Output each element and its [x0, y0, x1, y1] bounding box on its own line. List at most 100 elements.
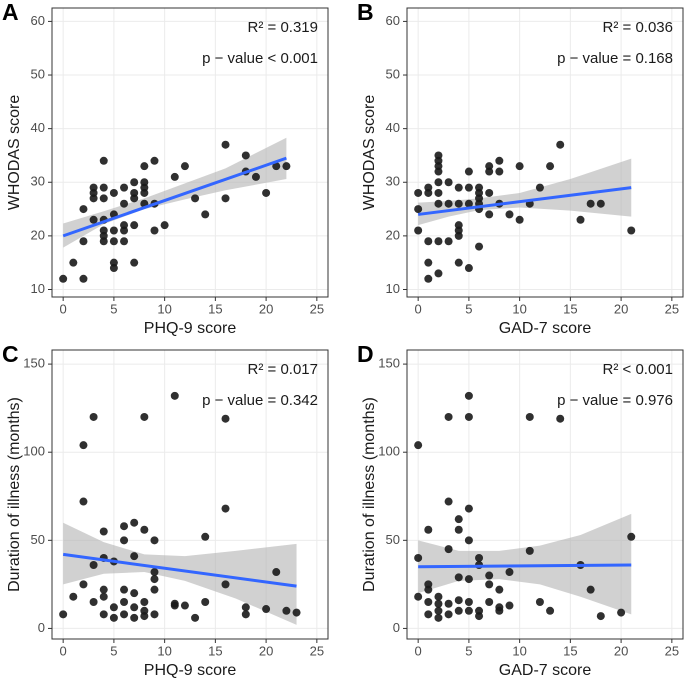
point: [109, 226, 118, 235]
point: [424, 258, 433, 267]
regression-line: [417, 186, 632, 216]
y-tick-label: 20: [31, 227, 45, 242]
point: [424, 585, 433, 594]
point: [109, 264, 118, 273]
x-tick-label: 25: [310, 643, 324, 658]
x-tick-label: 25: [310, 301, 324, 316]
point: [201, 210, 210, 219]
point: [556, 414, 565, 423]
point: [424, 274, 433, 283]
point: [150, 156, 159, 165]
point: [140, 162, 149, 171]
point: [170, 391, 179, 400]
y-tick-label: 50: [386, 532, 400, 547]
x-tick-label: 20: [614, 643, 628, 658]
regression-line: [62, 552, 297, 588]
y-tick-label: 60: [31, 13, 45, 28]
x-tick-label: 5: [110, 301, 117, 316]
x-tick-label: 10: [512, 643, 526, 658]
plot-border: [406, 7, 684, 298]
y-tick-label: 50: [386, 66, 400, 81]
point: [434, 199, 443, 208]
point: [414, 553, 423, 562]
point: [109, 613, 118, 622]
point: [617, 608, 626, 617]
point: [241, 610, 250, 619]
y-axis-title: Duration of illness (months): [6, 397, 23, 592]
point: [434, 606, 443, 615]
point: [444, 545, 453, 554]
x-tick-label: 25: [665, 643, 679, 658]
point: [464, 504, 473, 513]
y-tick-label: 30: [31, 174, 45, 189]
point: [89, 412, 98, 421]
point: [495, 606, 504, 615]
point: [120, 199, 129, 208]
point: [282, 606, 291, 615]
point: [464, 183, 473, 192]
point: [454, 573, 463, 582]
panel: 0 5 10 15 20 25 0 50 100 150 R² = 0.017 p − value =…: [2, 341, 329, 678]
y-tick-label: 10: [386, 281, 400, 296]
point: [99, 156, 108, 165]
point: [191, 194, 200, 203]
point: [99, 592, 108, 601]
point: [444, 178, 453, 187]
point: [434, 178, 443, 187]
y-tick-label: 40: [31, 120, 45, 135]
point: [201, 532, 210, 541]
y-tick-label: 100: [378, 444, 400, 459]
point: [130, 188, 139, 197]
point: [130, 603, 139, 612]
point: [99, 194, 108, 203]
x-axis-title: PHQ-9 score: [144, 320, 237, 337]
point: [454, 199, 463, 208]
point: [99, 527, 108, 536]
x-tick-label: 10: [157, 643, 171, 658]
x-tick-label: 5: [465, 643, 472, 658]
point: [505, 210, 514, 219]
point: [150, 568, 159, 577]
point: [464, 606, 473, 615]
point: [627, 226, 636, 235]
point: [424, 237, 433, 246]
point: [120, 536, 129, 545]
x-tick-label: 20: [614, 301, 628, 316]
point: [464, 597, 473, 606]
point: [140, 178, 149, 187]
point: [485, 580, 494, 589]
x-tick-label: 25: [665, 301, 679, 316]
point: [627, 532, 636, 541]
panel: 0 5 10 15 20 25 0 50 100 150 R² < 0.001 p − value =…: [357, 341, 684, 678]
point: [59, 610, 68, 619]
annotation: p − value = 0.976: [557, 392, 673, 409]
x-tick-label: 10: [157, 301, 171, 316]
point: [130, 589, 139, 598]
point: [292, 608, 301, 617]
panel: 0 5 10 15 20 25 10 20 30 40 50 60 R² = 0.319 p − valu…: [2, 0, 329, 337]
point: [586, 585, 595, 594]
annotation: p − value = 0.168: [557, 50, 673, 67]
point: [130, 258, 139, 267]
point: [150, 585, 159, 594]
y-tick-label: 20: [386, 227, 400, 242]
annotation: R² < 0.001: [603, 361, 673, 378]
x-tick-label: 15: [208, 643, 222, 658]
plot-border: [51, 349, 329, 640]
point: [221, 414, 230, 423]
confidence-band: [63, 522, 297, 625]
point: [109, 237, 118, 246]
point: [464, 391, 473, 400]
x-tick-label: 5: [465, 301, 472, 316]
point: [130, 178, 139, 187]
point: [150, 536, 159, 545]
point: [120, 226, 129, 235]
plot-area: [407, 350, 683, 639]
annotation: R² = 0.017: [248, 361, 318, 378]
x-axis-title: GAD-7 score: [499, 662, 592, 678]
point: [464, 167, 473, 176]
plot-area: [407, 8, 683, 297]
y-tick-label: 100: [23, 444, 45, 459]
point: [444, 199, 453, 208]
point: [120, 183, 129, 192]
